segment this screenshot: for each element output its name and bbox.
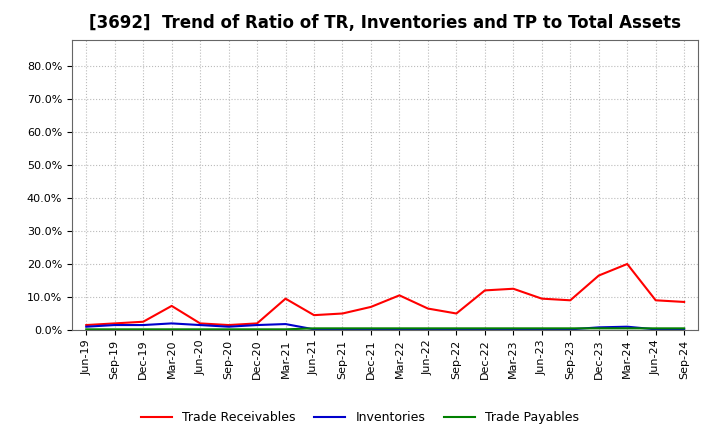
Trade Receivables <box>139 319 148 324</box>
Trade Payables <box>366 326 375 331</box>
Trade Receivables <box>623 261 631 267</box>
Inventories <box>652 326 660 332</box>
Inventories <box>480 326 489 332</box>
Trade Payables <box>595 326 603 331</box>
Trade Payables <box>623 326 631 331</box>
Inventories <box>139 323 148 328</box>
Trade Receivables <box>338 311 347 316</box>
Trade Receivables <box>196 321 204 326</box>
Inventories <box>423 326 432 332</box>
Trade Receivables <box>225 323 233 328</box>
Inventories <box>82 324 91 329</box>
Trade Payables <box>395 326 404 331</box>
Trade Payables <box>452 326 461 331</box>
Trade Payables <box>680 326 688 331</box>
Trade Receivables <box>82 323 91 328</box>
Trade Receivables <box>509 286 518 291</box>
Inventories <box>253 323 261 328</box>
Inventories <box>509 326 518 332</box>
Trade Receivables <box>480 288 489 293</box>
Trade Receivables <box>423 306 432 311</box>
Inventories <box>623 324 631 329</box>
Trade Receivables <box>566 297 575 303</box>
Trade Receivables <box>452 311 461 316</box>
Trade Payables <box>480 326 489 331</box>
Trade Payables <box>509 326 518 331</box>
Trade Receivables <box>282 296 290 301</box>
Trade Receivables <box>167 303 176 308</box>
Inventories <box>110 323 119 328</box>
Inventories <box>395 326 404 332</box>
Trade Receivables <box>110 321 119 326</box>
Line: Trade Receivables: Trade Receivables <box>86 264 684 325</box>
Trade Receivables <box>652 297 660 303</box>
Legend: Trade Receivables, Inventories, Trade Payables: Trade Receivables, Inventories, Trade Pa… <box>135 407 585 429</box>
Inventories <box>310 326 318 332</box>
Inventories <box>537 326 546 332</box>
Trade Payables <box>566 326 575 331</box>
Inventories <box>338 326 347 332</box>
Line: Inventories: Inventories <box>86 323 684 329</box>
Trade Payables <box>225 326 233 332</box>
Trade Payables <box>282 326 290 332</box>
Line: Trade Payables: Trade Payables <box>86 328 684 329</box>
Trade Receivables <box>595 273 603 278</box>
Trade Payables <box>253 326 261 332</box>
Inventories <box>595 325 603 330</box>
Inventories <box>167 321 176 326</box>
Inventories <box>196 323 204 328</box>
Inventories <box>680 326 688 332</box>
Trade Payables <box>537 326 546 331</box>
Trade Receivables <box>395 293 404 298</box>
Inventories <box>566 326 575 332</box>
Trade Payables <box>310 326 318 331</box>
Trade Payables <box>196 326 204 332</box>
Trade Payables <box>139 326 148 332</box>
Trade Receivables <box>537 296 546 301</box>
Trade Payables <box>82 326 91 332</box>
Trade Payables <box>167 326 176 332</box>
Trade Receivables <box>680 299 688 304</box>
Title: [3692]  Trend of Ratio of TR, Inventories and TP to Total Assets: [3692] Trend of Ratio of TR, Inventories… <box>89 15 681 33</box>
Inventories <box>282 321 290 326</box>
Trade Payables <box>338 326 347 331</box>
Trade Receivables <box>366 304 375 310</box>
Trade Receivables <box>310 312 318 318</box>
Inventories <box>225 324 233 329</box>
Inventories <box>452 326 461 332</box>
Trade Receivables <box>253 321 261 326</box>
Inventories <box>366 326 375 332</box>
Trade Payables <box>423 326 432 331</box>
Trade Payables <box>110 326 119 332</box>
Trade Payables <box>652 326 660 331</box>
